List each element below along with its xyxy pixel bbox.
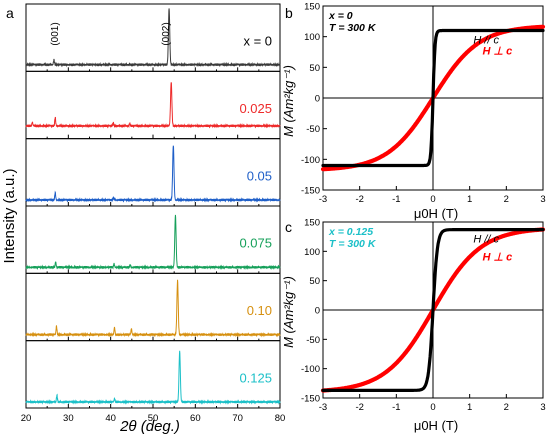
x-tick-label: -3 (319, 402, 327, 413)
y-tick-label: 100 (304, 247, 320, 258)
y-tick-label: -100 (301, 155, 320, 166)
x-tick-label: -1 (392, 194, 400, 205)
series-label-hpar: H // c (473, 234, 499, 246)
composition-label-2: 0.05 (247, 168, 272, 183)
series-label-hperp: H ⊥ c (483, 252, 513, 264)
xrd-trace-3 (25, 214, 281, 271)
mh-curve-0 (321, 28, 545, 168)
mh-panel-b: b M (Am²kg⁻¹) -3 -2 -1 0 1 2 3 -150 -100 -50 0 50 10… (281, 2, 546, 222)
xlabel-c: μ0H (T) (414, 418, 458, 433)
composition-label-1: 0.025 (239, 101, 272, 116)
peak-label-0: (001) (50, 22, 61, 45)
composition-label-3: 0.075 (239, 236, 272, 251)
subplot-frame-4 (25, 272, 281, 342)
xrd-trace-2 (25, 145, 281, 203)
xrd-panel: a Intensity (a.u.) x = 0 0.025 0.05 0.075 0.… (1, 3, 286, 435)
x-tick-label: -2 (355, 194, 363, 205)
x-tick-label: 2 (504, 402, 509, 413)
xrd-trace-5 (25, 350, 281, 405)
series-label-hperp: H ⊥ c (483, 46, 513, 58)
y-tick-label: -50 (306, 335, 320, 346)
x-tick-label: 80 (275, 413, 286, 424)
x-tick-label: 3 (540, 194, 545, 205)
xlabel-2theta: 2θ (deg.) (119, 418, 180, 435)
y-tick-label: -50 (306, 124, 320, 135)
x-tick-label: -1 (392, 402, 400, 413)
composition-label-0: x = 0 (243, 34, 272, 49)
composition-label-4: 0.10 (247, 303, 272, 318)
y-tick-label: -100 (301, 364, 320, 375)
x-tick-label: 0 (430, 402, 435, 413)
annotation-line-1: T = 300 K (329, 22, 377, 34)
xlabel-b: μ0H (T) (414, 206, 458, 221)
y-tick-label: 50 (309, 63, 320, 74)
x-tick-label: 30 (63, 413, 74, 424)
y-tick-label: 150 (304, 218, 320, 229)
x-tick-label: 50 (148, 413, 159, 424)
x-tick-label: -3 (319, 194, 327, 205)
ylabel-intensity: Intensity (a.u.) (1, 168, 18, 263)
peak-label-1: (002) (161, 22, 172, 45)
panel-letter-a: a (6, 5, 14, 21)
y-tick-label: 150 (304, 2, 320, 13)
mh-panel-c: c M (Am²kg⁻¹) -3 -2 -1 0 1 2 3 -150 -100 -50 0 50 10… (281, 218, 546, 434)
annotation-line-1: T = 300 K (329, 238, 377, 250)
subplot-frame-2 (25, 138, 281, 207)
y-tick-label: -150 (301, 394, 320, 405)
ylabel-b: M (Am²kg⁻¹) (281, 65, 296, 137)
panel-letter-b: b (285, 5, 293, 21)
x-tick-label: 2 (504, 194, 509, 205)
xrd-trace-0 (25, 8, 281, 68)
y-tick-label: 100 (304, 32, 320, 43)
mh-curve-0 (321, 228, 545, 392)
x-tick-label: 40 (105, 413, 116, 424)
y-tick-label: 0 (315, 94, 320, 105)
x-tick-label: -2 (355, 402, 363, 413)
annotation-line-0: x = 0 (328, 10, 353, 22)
series-label-hpar: H // c (473, 35, 499, 47)
annotation-line-0: x = 0.125 (328, 226, 373, 238)
panel-letter-c: c (285, 219, 292, 235)
y-tick-label: -150 (301, 186, 320, 197)
xrd-trace-4 (25, 279, 281, 338)
y-tick-label: 0 (315, 306, 320, 317)
x-tick-label: 1 (467, 194, 472, 205)
x-tick-label: 0 (430, 194, 435, 205)
y-tick-label: 50 (309, 276, 320, 287)
x-tick-label: 60 (190, 413, 201, 424)
x-tick-label: 20 (21, 413, 32, 424)
x-tick-label: 1 (467, 402, 472, 413)
ylabel-c: M (Am²kg⁻¹) (281, 276, 296, 348)
subplot-frame-0 (25, 3, 281, 72)
x-tick-label: 3 (540, 402, 545, 413)
composition-label-5: 0.125 (239, 370, 272, 385)
xrd-trace-1 (25, 82, 281, 129)
x-tick-label: 70 (232, 413, 243, 424)
